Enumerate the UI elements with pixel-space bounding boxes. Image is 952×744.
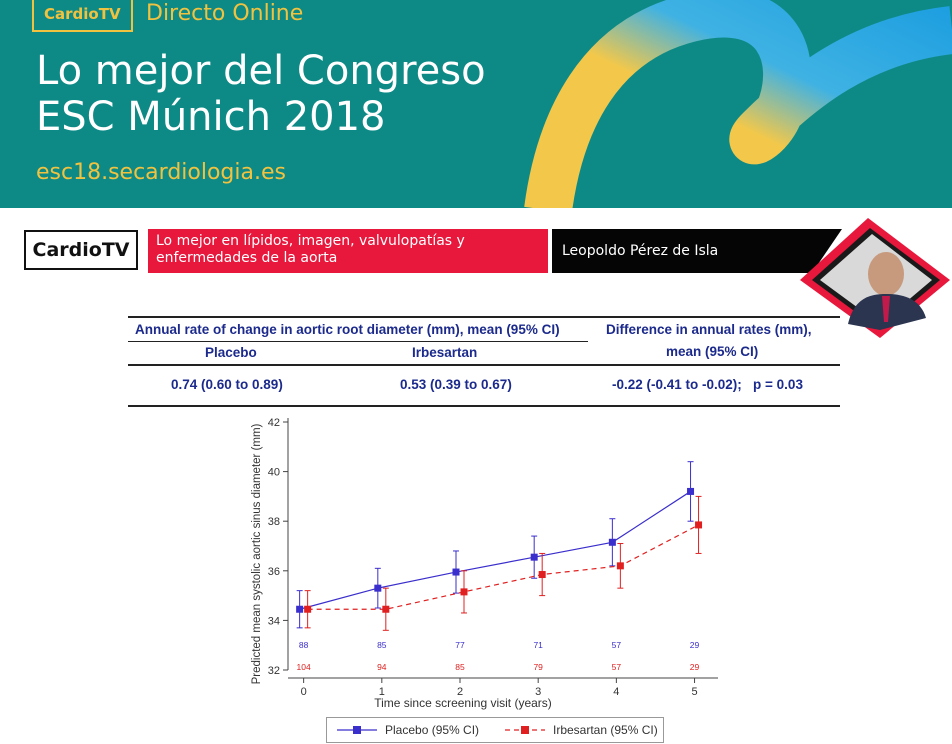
point-1-0: [304, 605, 312, 613]
y-tick-label-4: 40: [268, 467, 280, 479]
n-at-risk-1-2: 85: [455, 662, 465, 672]
banner-title-line2: ESC Múnich 2018: [36, 94, 386, 140]
series-line-1: [307, 524, 699, 610]
y-tick-label-1: 34: [268, 615, 280, 627]
table-bottom-rule: [128, 405, 840, 407]
table-val-irbesartan: 0.53 (0.39 to 0.67): [400, 377, 512, 392]
legend-placebo-marker: [353, 726, 361, 734]
point-0-3: [530, 553, 538, 561]
speaker-photo: [800, 218, 950, 338]
point-1-3: [538, 571, 546, 579]
point-0-1: [374, 584, 382, 592]
table-top-rule: [128, 316, 840, 318]
table-col-placebo: Placebo: [205, 345, 257, 360]
n-at-risk-0-0: 88: [299, 640, 309, 650]
cardiotv-badge: CardioTV: [32, 0, 133, 32]
y-tick-label-3: 38: [268, 516, 280, 528]
point-1-4: [616, 562, 624, 570]
y-tick-label-2: 36: [268, 566, 280, 578]
table-header-left: Annual rate of change in aortic root dia…: [135, 322, 560, 337]
y-tick-label-5: 42: [268, 417, 280, 429]
n-at-risk-0-2: 77: [455, 640, 465, 650]
n-at-risk-0-4: 57: [612, 640, 622, 650]
table-mid-rule: [128, 364, 840, 366]
x-tick-label-3: 3: [535, 686, 541, 698]
legend-irbesartan-marker: [521, 726, 529, 734]
cardiotv-logo: CardioTV: [24, 230, 138, 270]
series-line-0: [299, 490, 691, 610]
n-at-risk-0-3: 71: [533, 640, 543, 650]
n-at-risk-1-0: 104: [297, 662, 311, 672]
header-banner: CardioTV Directo Online Lo mejor del Con…: [0, 0, 952, 208]
y-tick-label-0: 32: [268, 665, 280, 677]
x-tick-label-4: 4: [613, 686, 619, 698]
n-at-risk-1-3: 79: [533, 662, 543, 672]
decorative-swirl: [524, 0, 952, 208]
speaker-name: Leopoldo Pérez de Isla: [562, 243, 719, 259]
legend-placebo-label: Placebo (95% CI): [385, 723, 480, 737]
table-col-irbesartan: Irbesartan: [412, 345, 478, 360]
speaker-bar-shape: [552, 229, 842, 273]
x-tick-label-1: 1: [379, 686, 385, 698]
chart-legend: Placebo (95% CI) Irbesartan (95% CI): [326, 717, 664, 743]
table-sub-rule: [128, 341, 588, 342]
legend-irbesartan-label: Irbesartan (95% CI): [553, 723, 658, 737]
legend-swatches: [337, 726, 545, 734]
banner-title: Lo mejor del Congreso ESC Múnich 2018: [36, 48, 486, 140]
table-val-difference: -0.22 (-0.41 to -0.02); p = 0.03: [612, 377, 803, 392]
n-at-risk-1-5: 29: [690, 662, 700, 672]
n-at-risk-1-1: 94: [377, 662, 387, 672]
session-topic: Lo mejor en lípidos, imagen, valvulopatí…: [148, 229, 548, 273]
point-1-5: [695, 521, 703, 529]
point-0-4: [608, 538, 616, 546]
x-axis-label: Time since screening visit (years): [374, 696, 552, 710]
table-header-right-line1: Difference in annual rates (mm),: [606, 322, 812, 337]
point-1-1: [382, 605, 390, 613]
banner-title-line1: Lo mejor del Congreso: [36, 48, 486, 94]
banner-website: esc18.secardiologia.es: [36, 160, 286, 185]
point-0-0: [296, 605, 304, 613]
table-header-right-line2: mean (95% CI): [666, 344, 759, 359]
x-tick-label-5: 5: [691, 686, 697, 698]
point-1-2: [460, 588, 468, 596]
table-val-placebo: 0.74 (0.60 to 0.89): [171, 377, 283, 392]
n-at-risk-0-5: 29: [690, 640, 700, 650]
n-at-risk-1-4: 57: [612, 662, 622, 672]
banner-subtitle: Directo Online: [146, 1, 304, 26]
x-tick-label-0: 0: [301, 686, 307, 698]
y-axis-label: Predicted mean systolic aortic sinus dia…: [251, 423, 263, 684]
point-0-2: [452, 568, 460, 576]
point-0-5: [687, 487, 695, 495]
n-at-risk-0-1: 85: [377, 640, 387, 650]
x-tick-label-2: 2: [457, 686, 463, 698]
